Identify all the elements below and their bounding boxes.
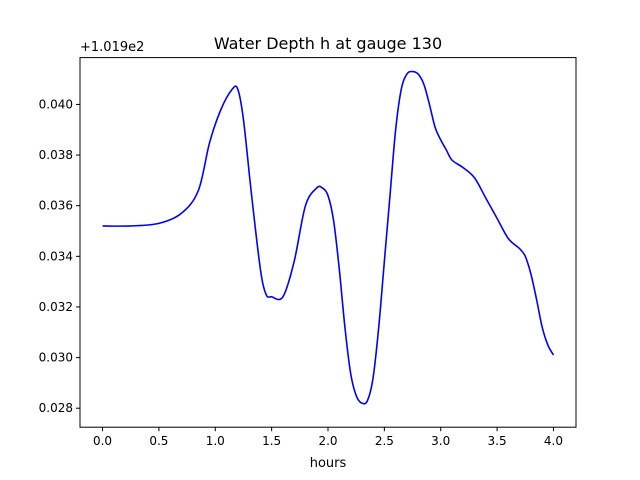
y-axis-offset-label: +1.019e2 xyxy=(80,40,144,55)
y-axis-ticks: 0.028 0.030 0.032 0.034 0.036 0.038 0.040 xyxy=(39,97,80,415)
y-tick-label: 0.040 xyxy=(39,97,73,111)
plot-area xyxy=(80,57,576,428)
x-tick-label: 3.0 xyxy=(431,434,450,448)
x-tick-label: 3.5 xyxy=(488,434,507,448)
x-axis-ticks: 0.0 0.5 1.0 1.5 2.0 2.5 3.0 3.5 4.0 xyxy=(93,427,563,448)
y-tick-label: 0.038 xyxy=(39,148,73,162)
x-tick-label: 1.0 xyxy=(206,434,225,448)
y-tick-label: 0.034 xyxy=(39,249,73,263)
series-layer xyxy=(102,70,555,405)
x-tick-label: 0.0 xyxy=(93,434,112,448)
x-axis-label: hours xyxy=(310,456,347,471)
plot-frame xyxy=(79,57,577,428)
y-tick-label: 0.028 xyxy=(39,401,73,415)
y-tick-label: 0.036 xyxy=(39,199,73,213)
y-tick-label: 0.032 xyxy=(39,300,73,314)
x-tick-label: 4.0 xyxy=(544,434,563,448)
x-tick-label: 0.5 xyxy=(149,434,168,448)
x-tick-label: 1.5 xyxy=(262,434,281,448)
x-tick-label: 2.0 xyxy=(318,434,337,448)
y-tick-label: 0.030 xyxy=(39,351,73,365)
x-tick-label: 2.5 xyxy=(375,434,394,448)
chart-title: Water Depth h at gauge 130 xyxy=(214,34,442,53)
series-line-0 xyxy=(102,70,555,405)
